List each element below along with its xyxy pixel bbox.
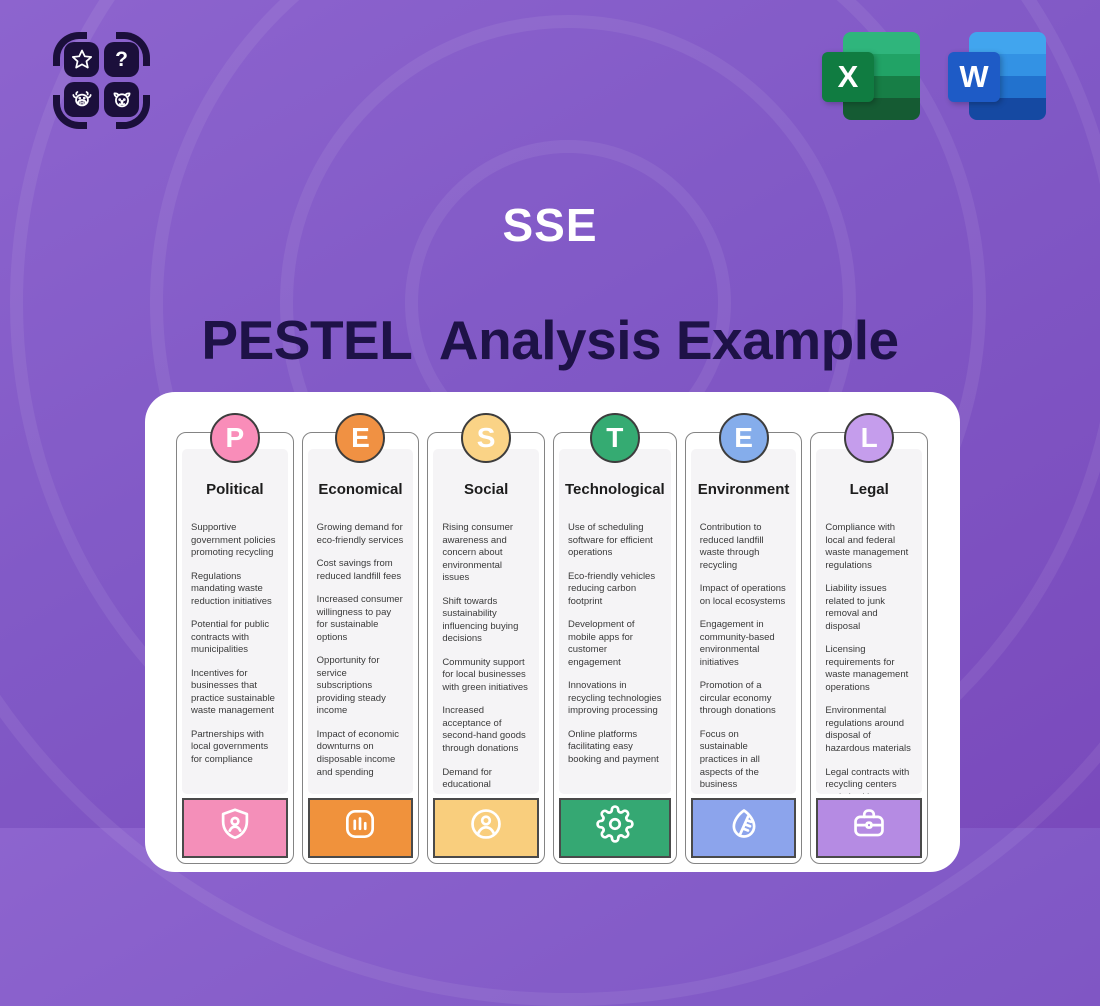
column-panel: Social Rising consumer awareness and con…	[433, 449, 539, 794]
pestel-card: P Political Supportive government polici…	[145, 392, 960, 872]
column-panel: Technological Use of scheduling software…	[558, 449, 671, 794]
pestel-column-technological: T Technological Use of scheduling softwa…	[552, 413, 677, 864]
site-label: SSE	[502, 199, 598, 251]
pestel-column-political: P Political Supportive government polici…	[176, 413, 294, 864]
bar-chart-icon	[341, 805, 379, 843]
factor-item: Compliance with local and federal waste …	[825, 522, 909, 571]
column-items: Compliance with local and federal waste …	[822, 522, 916, 794]
column-title: Social	[464, 481, 509, 498]
column-footer	[690, 798, 797, 858]
leaf-icon	[725, 805, 763, 843]
column-footer	[558, 798, 671, 858]
factor-item: Shift towards sustainability influencing…	[442, 595, 519, 645]
column-letter: P	[225, 422, 245, 453]
site-logo[interactable]: ?	[53, 32, 150, 129]
factor-item: Use of scheduling software for efficient…	[567, 522, 653, 559]
pestel-column-environment: E Environment Contribution to reduced la…	[684, 413, 803, 864]
factor-item: Focus on sustainable practices in all as…	[699, 728, 760, 791]
pestel-column-legal: L Legal Compliance with local and federa…	[810, 413, 929, 864]
factor-item: Partnerships with local governments for …	[191, 728, 269, 765]
column-panel: Economical Growing demand for eco-friend…	[307, 449, 414, 794]
column-letter-badge: T	[589, 413, 640, 463]
factor-item: Incentives for businesses that practice …	[191, 667, 275, 717]
question-icon: ?	[104, 42, 139, 77]
column-footer	[816, 798, 923, 858]
star-icon	[64, 42, 99, 77]
pestel-columns: P Political Supportive government polici…	[176, 413, 929, 864]
column-title: Political	[206, 481, 264, 498]
factor-item: Environmental regulations around disposa…	[825, 705, 911, 754]
column-letter-badge: L	[844, 413, 895, 463]
page-title: PESTEL Analysis Example	[201, 309, 899, 371]
factor-item: Engagement in community-based environmen…	[699, 619, 775, 668]
excel-letter: X	[822, 52, 874, 102]
gear-icon	[596, 805, 634, 843]
logo-frame-corner	[116, 32, 150, 66]
factor-item: Opportunity for service subscriptions pr…	[316, 655, 386, 717]
column-letter-badge: S	[461, 413, 512, 463]
factor-item: Contribution to reduced landfill waste t…	[699, 522, 764, 571]
logo-frame-corner	[116, 95, 150, 129]
column-items: Use of scheduling software for efficient…	[565, 522, 665, 767]
factor-item: Rising consumer awareness and concern ab…	[442, 522, 514, 584]
logo-frame-corner	[53, 32, 87, 66]
column-footer	[433, 798, 539, 858]
column-title: Legal	[849, 481, 889, 498]
column-panel: Environment Contribution to reduced land…	[690, 449, 797, 794]
column-letter-badge: P	[209, 413, 260, 463]
factor-item: Community support for local businesses w…	[442, 656, 528, 693]
column-title: Environment	[697, 481, 790, 498]
column-letter: E	[734, 422, 753, 453]
excel-file-icon[interactable]: X	[822, 32, 920, 120]
column-panel: Political Supportive government policies…	[182, 449, 288, 794]
column-letter-badge: E	[718, 413, 769, 463]
factor-item: Licensing requirements for waste managem…	[825, 644, 909, 693]
factor-item: Eco-friendly vehicles reducing carbon fo…	[567, 570, 656, 607]
column-letter-badge: E	[335, 413, 386, 463]
factor-item: Impact of operations on local ecosystems	[699, 583, 786, 607]
column-items: Growing demand for eco-friendly services…	[314, 522, 408, 779]
word-letter: W	[948, 52, 1000, 102]
pestel-column-social: S Social Rising consumer awareness and c…	[427, 413, 545, 864]
briefcase-icon	[850, 805, 888, 843]
cow-icon	[64, 82, 99, 117]
factor-item: Promotion of a circular economy through …	[699, 680, 776, 717]
pestel-column-economical: E Economical Growing demand for eco-frie…	[301, 413, 420, 864]
factor-item: Cost savings from reduced landfill fees	[316, 558, 402, 582]
factor-item: Increased consumer willingness to pay fo…	[316, 594, 403, 643]
shield-user-icon	[216, 805, 254, 843]
user-circle-icon	[467, 805, 505, 843]
column-panel: Legal Compliance with local and federal …	[816, 449, 923, 794]
column-items: Rising consumer awareness and concern ab…	[439, 522, 533, 794]
column-items: Contribution to reduced landfill waste t…	[697, 522, 791, 792]
factor-item: Innovations in recycling technologies im…	[567, 680, 662, 717]
factor-item: Liability issues related to junk removal…	[825, 583, 887, 632]
dog-icon	[104, 82, 139, 117]
factor-item: Increased acceptance of second-hand good…	[442, 705, 526, 754]
column-letter: S	[476, 422, 496, 453]
column-items: Supportive government policies promoting…	[188, 522, 282, 767]
column-letter: L	[860, 422, 878, 453]
column-title: Economical	[318, 481, 403, 498]
logo-frame-corner	[53, 95, 87, 129]
factor-item: Development of mobile apps for customer …	[567, 619, 635, 668]
factor-item: Supportive government policies promoting…	[191, 522, 276, 559]
factor-item: Regulations mandating waste reduction in…	[191, 570, 272, 607]
factor-item: Demand for educational resources on wast…	[442, 766, 524, 795]
column-letter: T	[606, 422, 624, 453]
column-letter: E	[351, 422, 370, 453]
column-title: Technological	[564, 481, 665, 498]
column-footer	[182, 798, 288, 858]
factor-item: Legal contracts with recycling centers a…	[825, 766, 910, 795]
factor-item: Impact of economic downturns on disposab…	[316, 728, 400, 778]
column-footer	[307, 798, 414, 858]
factor-item: Growing demand for eco-friendly services	[316, 522, 404, 546]
word-file-icon[interactable]: W	[948, 32, 1046, 120]
factor-item: Online platforms facilitating easy booki…	[567, 728, 659, 765]
factor-item: Potential for public contracts with muni…	[191, 619, 270, 656]
logo-grid: ?	[64, 42, 139, 117]
